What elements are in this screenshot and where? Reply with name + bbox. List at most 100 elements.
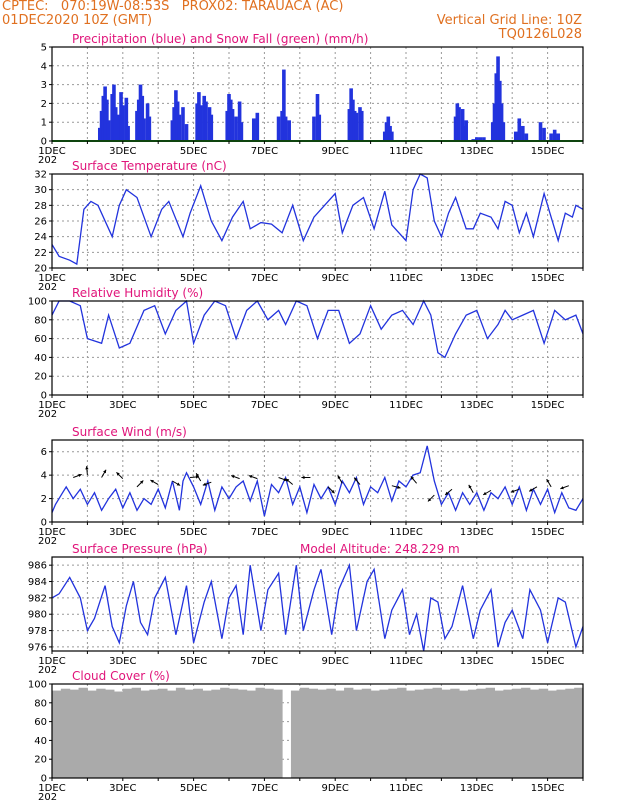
cloud-bar: [529, 689, 540, 778]
wind-arrow-head: [176, 482, 181, 486]
x-tick-label: 13DEC: [460, 783, 494, 794]
panel-title: Relative Humidity (%): [72, 286, 203, 300]
y-tick-label: 0: [41, 518, 47, 529]
cloud-bar: [299, 687, 310, 778]
x-tick-label: 7DEC: [251, 273, 278, 284]
x-tick-label: 1DEC: [38, 146, 65, 157]
x-tick-label: 5DEC: [180, 146, 207, 157]
y-tick-label: 978: [28, 626, 47, 637]
cloud-bar: [184, 689, 195, 778]
wind-arrow: [444, 488, 453, 496]
precip-bar: [230, 109, 235, 141]
wind-arrow: [510, 488, 520, 493]
y-tick-label: 982: [28, 593, 47, 604]
y-tick-label: 80: [34, 315, 47, 326]
wind-arrow: [327, 486, 335, 494]
x-year-fragment: 202: [38, 792, 57, 800]
panel-title: Surface Wind (m/s): [72, 425, 187, 439]
wind-arrow: [116, 471, 124, 480]
header-date: 01DEC2020 10Z (GMT): [2, 13, 153, 28]
x-tick-label: 3DEC: [109, 783, 136, 794]
cloud-bar: [423, 688, 434, 778]
y-tick-label: 32: [34, 170, 47, 181]
wind-arrow-head: [248, 475, 253, 479]
wind-arrow-head: [445, 491, 449, 495]
wind-arrow: [546, 478, 552, 488]
panel-3: Relative Humidity (%) 0 20 40 60 80 100 1DEC 3DE…: [28, 286, 584, 420]
x-year-fragment: 202: [38, 282, 57, 293]
wind-arrow-head: [196, 473, 200, 477]
wind-arrow-head: [150, 480, 154, 484]
x-tick-label: 9DEC: [322, 527, 349, 538]
y-tick-label: 976: [28, 642, 47, 653]
x-tick-label: 13DEC: [460, 656, 494, 667]
cloud-bar: [485, 687, 495, 778]
wind-arrow-head: [337, 475, 341, 480]
x-tick-label: 7DEC: [251, 146, 278, 157]
precip-bar: [478, 137, 483, 141]
cloud-bar: [52, 690, 62, 778]
cloud-bar: [441, 689, 451, 778]
series-line: [51, 299, 584, 359]
wind-arrow: [101, 469, 107, 478]
wind-arrow-head: [231, 475, 235, 479]
cloud-bar: [229, 688, 239, 778]
y-tick-label: 80: [34, 698, 47, 709]
cloud-bar: [432, 687, 442, 778]
x-tick-label: 3DEC: [109, 146, 136, 157]
header-line1: CPTEC: 070:19W-08:53S PROX02: TARAUACA (…: [2, 0, 344, 14]
cloud-bar: [556, 689, 566, 778]
cloud-bar: [308, 688, 318, 778]
wind-arrow: [410, 476, 418, 484]
wind-arrow: [285, 478, 294, 485]
wind-arrow-head: [483, 491, 487, 495]
x-tick-label: 5DEC: [180, 783, 207, 794]
precip-bar: [113, 107, 118, 141]
cloud-bar: [547, 690, 557, 778]
wind-arrow-head: [283, 477, 288, 482]
precip-bar: [538, 122, 543, 141]
x-tick-label: 9DEC: [322, 656, 349, 667]
precip-bar: [251, 118, 256, 141]
wind-arrow: [248, 475, 258, 480]
cloud-bar: [335, 690, 345, 778]
cloud-bar: [459, 690, 469, 778]
cloud-bar: [406, 690, 416, 778]
x-tick-label: 15DEC: [531, 400, 565, 411]
x-tick-label: 13DEC: [460, 273, 494, 284]
precip-bar: [255, 112, 260, 141]
cloud-bar: [122, 688, 133, 778]
y-tick-label: 40: [34, 353, 47, 364]
precip-bar: [142, 118, 146, 141]
x-tick-label: 11DEC: [389, 527, 423, 538]
cloud-bar: [450, 688, 460, 778]
cloud-bar: [175, 687, 186, 778]
x-year-fragment: 202: [38, 536, 57, 547]
precip-bar: [198, 105, 203, 141]
x-tick-label: 7DEC: [251, 783, 278, 794]
x-tick-label: 1DEC: [38, 400, 65, 411]
x-tick-label: 11DEC: [389, 273, 423, 284]
wind-arrow-head: [331, 489, 335, 494]
cloud-bar: [202, 690, 212, 778]
precip-bar: [106, 120, 111, 141]
cloud-bar: [494, 690, 504, 778]
cloud-bar: [317, 689, 327, 778]
wind-arrow-head: [410, 476, 415, 480]
cloud-bar: [538, 688, 549, 778]
cloud-bar: [414, 689, 425, 778]
x-tick-label: 1DEC: [38, 656, 65, 667]
wind-arrow: [482, 489, 492, 496]
wind-arrow: [391, 485, 401, 489]
cloud-bar: [565, 688, 575, 778]
y-tick-label: 984: [28, 577, 47, 588]
wind-arrow: [528, 486, 538, 492]
wind-arrow: [560, 485, 570, 490]
panel-title: Surface Pressure (hPa): [72, 542, 208, 556]
precip-bar: [552, 129, 557, 141]
y-tick-label: 0: [41, 774, 47, 785]
cloud-bar: [96, 688, 106, 778]
wind-arrow: [202, 481, 212, 486]
y-tick-label: 3: [41, 80, 47, 91]
